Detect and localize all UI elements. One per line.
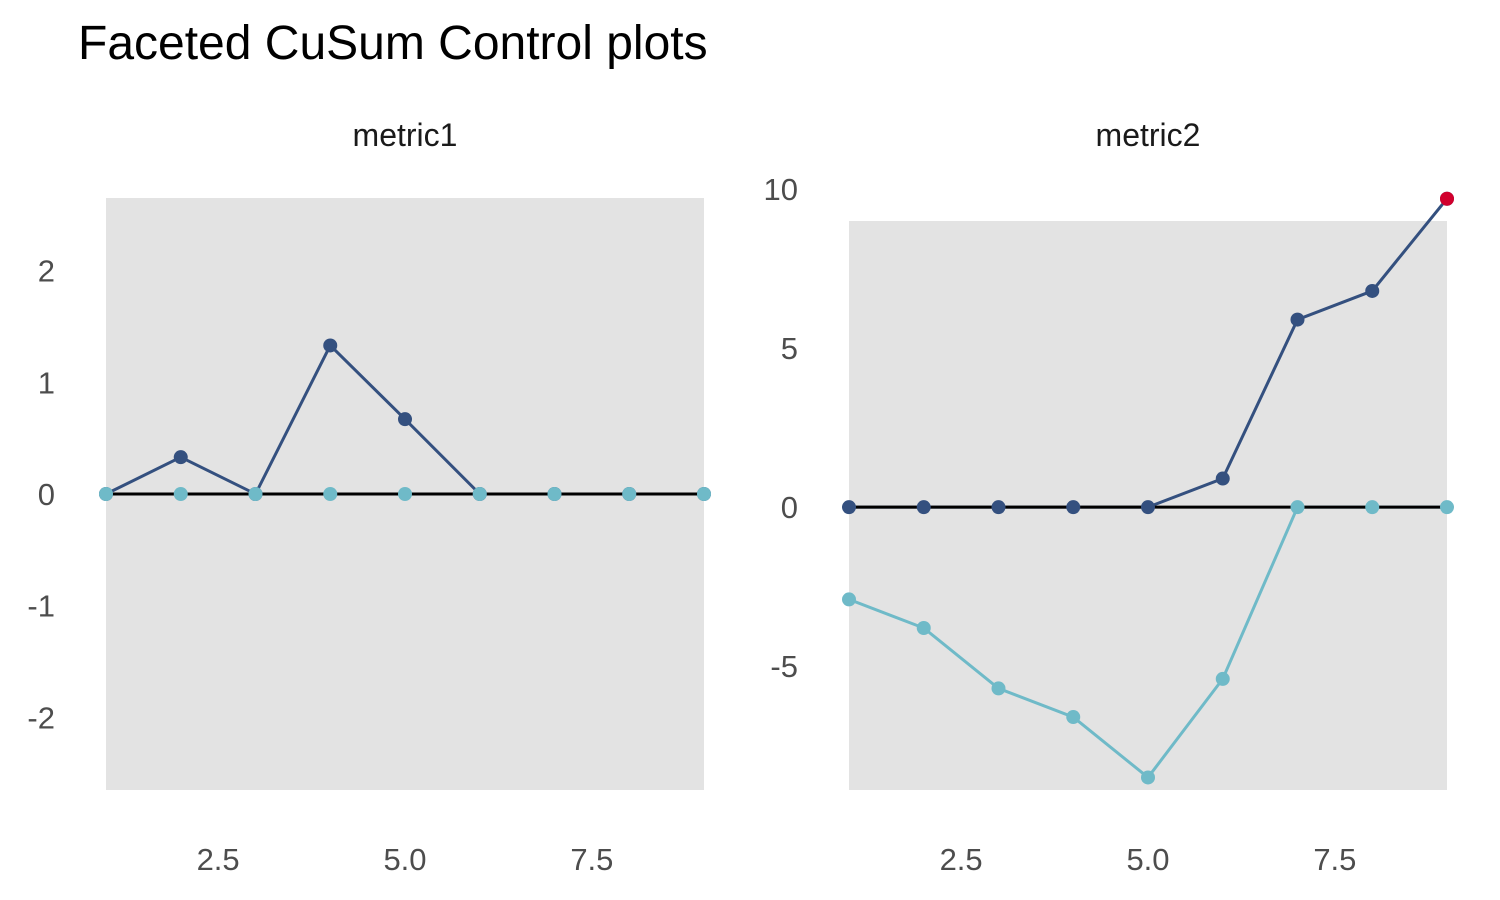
upper-cusum-point xyxy=(323,338,338,353)
upper-cusum-point xyxy=(916,500,931,515)
y-tick-label: -1 xyxy=(27,589,55,624)
upper-cusum-point xyxy=(1365,283,1380,298)
upper-cusum-point xyxy=(173,450,188,465)
lower-cusum-point xyxy=(1141,770,1155,785)
x-tick-label: 5.0 xyxy=(383,842,426,877)
chart-title: Faceted CuSum Control plots xyxy=(78,17,708,70)
upper-cusum-point xyxy=(842,500,856,515)
lower-cusum-point xyxy=(1365,500,1380,515)
lower-cusum-point xyxy=(1215,671,1230,686)
y-tick-label: 1 xyxy=(38,365,55,400)
y-tick-label: 0 xyxy=(781,490,798,525)
facet-label: metric2 xyxy=(1096,117,1201,153)
y-tick-label: 10 xyxy=(764,172,798,207)
lower-cusum-point xyxy=(1290,500,1305,515)
x-tick-label: 7.5 xyxy=(570,842,613,877)
lower-cusum-point xyxy=(248,487,263,501)
upper-cusum-point xyxy=(1290,312,1305,327)
upper-cusum-point xyxy=(398,412,412,427)
upper-cusum-point xyxy=(1215,471,1230,486)
lower-cusum-point xyxy=(1066,710,1081,725)
lower-cusum-point xyxy=(472,487,487,501)
upper-cusum-point xyxy=(991,500,1006,515)
x-tick-label: 2.5 xyxy=(940,842,983,877)
facet-panel-metric1: metric1 -2 -1 0 1 2 2.5 5.0 7.5 xyxy=(27,117,711,877)
lower-cusum-point xyxy=(842,592,856,607)
lower-cusum-point xyxy=(916,621,931,636)
x-tick-label: 7.5 xyxy=(1313,842,1356,877)
upper-cusum-point xyxy=(1066,500,1081,515)
facet-panel-metric2: metric2 -5 0 5 10 2.5 5.0 7.5 xyxy=(764,117,1454,877)
y-tick-label: 5 xyxy=(781,331,798,366)
lower-cusum-point xyxy=(991,681,1006,696)
lower-cusum-point xyxy=(622,487,637,501)
y-tick-label: -5 xyxy=(770,649,798,684)
lower-cusum-point xyxy=(99,487,113,501)
lower-cusum-point xyxy=(323,487,338,501)
x-tick-label: 2.5 xyxy=(197,842,240,877)
facet-label: metric1 xyxy=(353,117,458,153)
lower-cusum-point xyxy=(547,487,562,501)
lower-cusum-point xyxy=(1440,500,1454,515)
upper-cusum-point xyxy=(1141,500,1155,515)
violation-point xyxy=(1440,191,1454,206)
lower-cusum-point xyxy=(697,487,711,501)
x-tick-label: 5.0 xyxy=(1126,842,1169,877)
y-tick-label: 2 xyxy=(38,254,55,289)
lower-cusum-point xyxy=(173,487,188,501)
y-tick-label: -2 xyxy=(27,700,55,735)
lower-cusum-point xyxy=(398,487,412,501)
y-tick-label: 0 xyxy=(38,477,55,512)
